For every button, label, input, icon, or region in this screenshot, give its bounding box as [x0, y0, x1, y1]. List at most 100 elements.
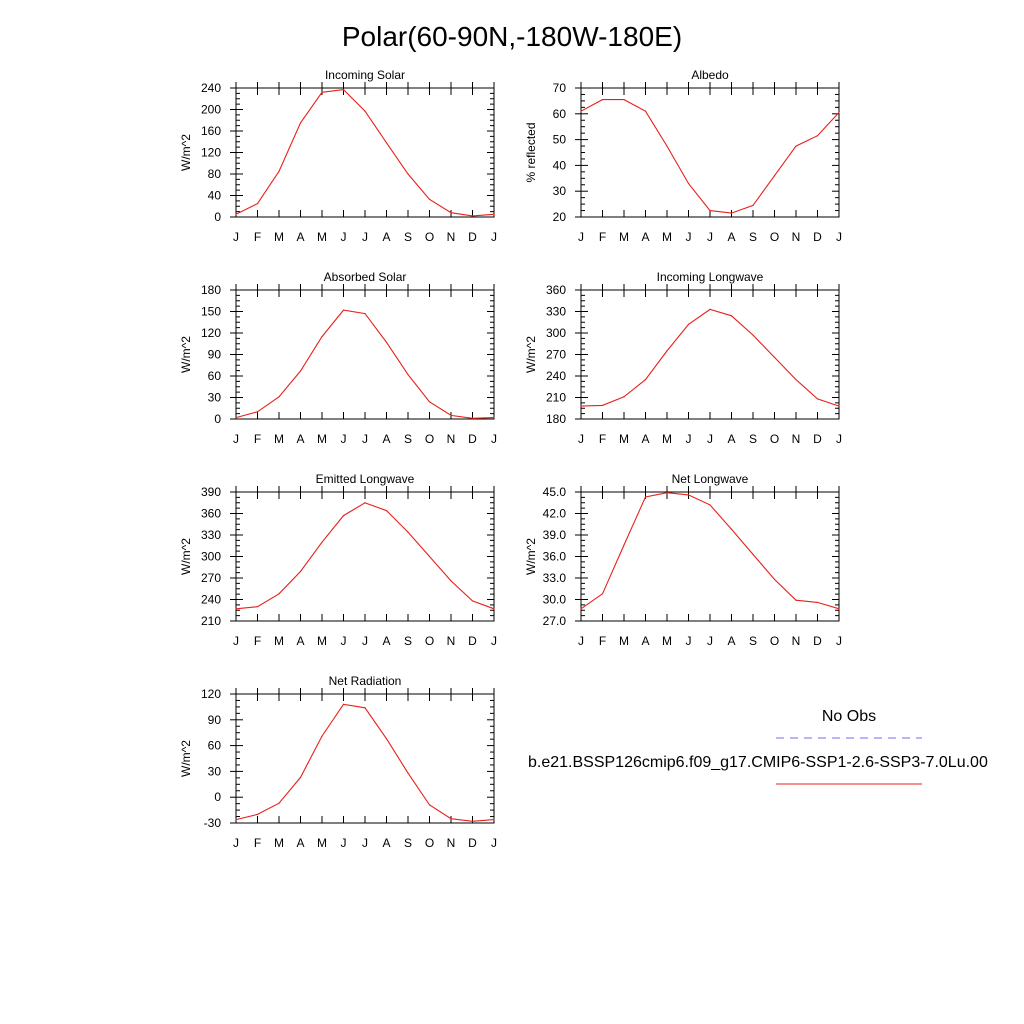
- data-point: [687, 182, 690, 185]
- y-tick-label: 30: [553, 184, 567, 198]
- y-tick-label: 270: [201, 571, 221, 585]
- data-point: [321, 541, 323, 543]
- x-tick-label: O: [425, 634, 434, 648]
- y-tick-label: 45.0: [543, 485, 567, 499]
- x-tick-label: J: [836, 432, 842, 446]
- data-point: [385, 738, 388, 740]
- x-tick-label: J: [836, 230, 842, 244]
- x-tick-label: J: [233, 432, 239, 446]
- y-tick-label: 330: [546, 305, 566, 319]
- data-point: [278, 593, 280, 595]
- x-tick-label: J: [362, 836, 368, 850]
- y-tick-label: 50: [553, 133, 567, 147]
- y-tick-label: 90: [208, 348, 222, 362]
- y-tick-label: 180: [546, 412, 566, 426]
- x-tick-label: A: [727, 432, 735, 446]
- data-point: [364, 502, 366, 504]
- x-tick-label: D: [468, 432, 477, 446]
- y-tick-label: 0: [214, 412, 221, 426]
- x-tick-label: A: [641, 432, 649, 446]
- series-line: [580, 308, 840, 407]
- x-tick-label: J: [491, 230, 497, 244]
- x-tick-label: M: [662, 634, 672, 648]
- data-point: [666, 492, 668, 494]
- data-point: [601, 404, 604, 406]
- data-point: [450, 580, 452, 582]
- data-point: [666, 350, 668, 352]
- y-tick-label: 60: [553, 107, 567, 121]
- x-tick-label: N: [447, 230, 456, 244]
- chart-incoming-longwave: Incoming Longwave 180 210 240 270 300 330 360 J F…: [524, 270, 842, 446]
- series-line: [580, 492, 840, 610]
- y-axis-label: W/m^2: [179, 740, 193, 777]
- data-point: [493, 213, 495, 215]
- x-tick-label: A: [296, 230, 304, 244]
- data-point: [730, 528, 733, 530]
- x-tick-label: N: [447, 634, 456, 648]
- x-tick-label: A: [296, 836, 304, 850]
- x-tick-label: A: [727, 230, 735, 244]
- legend-case-label: b.e21.BSSP126cmip6.f09_g17.CMIP6-SSP1-2.…: [528, 754, 988, 771]
- x-tick-label: J: [578, 634, 584, 648]
- data-point: [623, 99, 625, 101]
- y-tick-label: 240: [546, 369, 566, 383]
- y-tick-label: 240: [201, 81, 221, 95]
- x-tick-label: J: [341, 634, 347, 648]
- x-tick-label: S: [404, 432, 412, 446]
- x-tick-label: J: [362, 230, 368, 244]
- x-tick-label: O: [425, 432, 434, 446]
- chart-title-incoming-solar: Incoming Solar: [325, 68, 405, 82]
- data-point: [471, 600, 474, 602]
- y-tick-label: 33.0: [543, 571, 567, 585]
- data-point: [601, 593, 604, 595]
- data-point: [580, 405, 582, 407]
- x-tick-label: A: [382, 634, 390, 648]
- y-tick-label: 360: [546, 283, 566, 297]
- data-point: [601, 99, 604, 101]
- x-tick-label: F: [599, 634, 606, 648]
- series-line: [235, 502, 495, 610]
- plot-frame: [235, 491, 495, 622]
- x-tick-label: D: [813, 634, 822, 648]
- data-point: [838, 608, 840, 610]
- data-point: [450, 818, 452, 820]
- data-point: [407, 772, 409, 774]
- x-tick-label: J: [686, 432, 692, 446]
- x-tick-label: J: [491, 836, 497, 850]
- data-point: [256, 202, 259, 205]
- legend-obs-label: No Obs: [822, 708, 876, 725]
- data-point: [795, 599, 797, 601]
- data-point: [235, 213, 237, 215]
- data-point: [428, 198, 431, 200]
- y-tick-label: 120: [201, 146, 221, 160]
- data-point: [407, 531, 409, 533]
- legend: No Obs b.e21.BSSP126cmip6.f09_g17.CMIP6-…: [528, 708, 988, 785]
- series-line: [235, 89, 495, 217]
- chart-title-emitted-longwave: Emitted Longwave: [316, 472, 415, 486]
- x-tick-label: F: [599, 432, 606, 446]
- x-tick-label: J: [578, 432, 584, 446]
- data-point: [773, 356, 776, 358]
- data-point: [773, 175, 776, 177]
- data-point: [644, 110, 647, 112]
- y-tick-label: 30.0: [543, 593, 567, 607]
- y-tick-label: 330: [201, 528, 221, 542]
- data-point: [493, 416, 495, 419]
- y-axis-label: W/m^2: [179, 336, 193, 373]
- data-point: [342, 515, 345, 517]
- y-tick-label: 90: [208, 713, 222, 727]
- x-tick-label: O: [770, 230, 779, 244]
- data-point: [816, 601, 819, 603]
- x-tick-label: D: [468, 836, 477, 850]
- y-tick-label: 0: [214, 790, 221, 804]
- x-tick-label: M: [662, 432, 672, 446]
- x-tick-label: N: [792, 432, 801, 446]
- x-tick-label: D: [468, 634, 477, 648]
- data-point: [342, 703, 345, 705]
- data-point: [795, 378, 797, 381]
- data-point: [385, 510, 388, 512]
- data-point: [299, 370, 302, 372]
- x-tick-label: J: [578, 230, 584, 244]
